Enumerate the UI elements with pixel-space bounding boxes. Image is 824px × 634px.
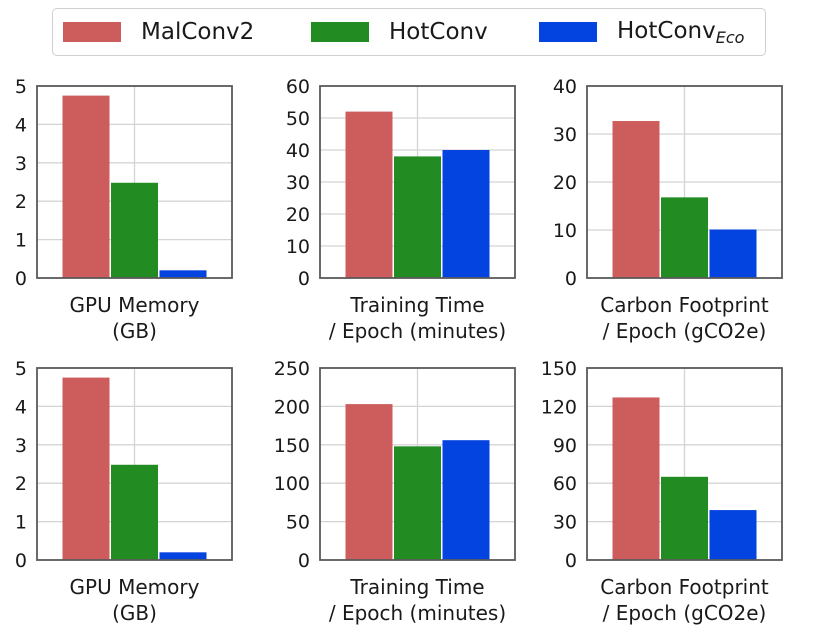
y-tick-label: 0 bbox=[15, 268, 27, 290]
y-tick-label: 3 bbox=[15, 153, 27, 175]
bar-hotconv bbox=[111, 182, 158, 278]
y-tick-label: 30 bbox=[286, 172, 310, 194]
x-axis-label: / Epoch (gCO2e) bbox=[603, 601, 767, 625]
y-tick-label: 1 bbox=[15, 512, 27, 534]
y-tick-label: 30 bbox=[553, 512, 577, 534]
y-tick-label: 0 bbox=[565, 268, 577, 290]
x-axis-label: Training Time bbox=[349, 293, 484, 317]
legend-label-hotconv-eco-sub: Eco bbox=[715, 27, 745, 47]
plot-frame bbox=[36, 85, 233, 279]
bar-malconv2 bbox=[62, 377, 110, 560]
legend-label-hotconv-eco: HotConvEco bbox=[617, 18, 744, 47]
y-tick-label: 60 bbox=[286, 76, 310, 98]
legend-swatch-malconv2 bbox=[63, 22, 121, 42]
y-tick-label: 250 bbox=[274, 358, 310, 380]
legend-label-hotconv: HotConv bbox=[389, 19, 488, 45]
bar-malconv2 bbox=[62, 95, 110, 278]
y-tick-label: 150 bbox=[541, 358, 577, 380]
y-tick-label: 50 bbox=[286, 108, 310, 130]
x-axis-label: (GB) bbox=[112, 319, 157, 343]
bar-hotconv bbox=[394, 156, 441, 278]
bar-malconv2 bbox=[345, 111, 393, 278]
x-axis-label: / Epoch (gCO2e) bbox=[603, 319, 767, 343]
plot-frame bbox=[319, 367, 516, 561]
chart-panel-2: 0 10 20 30 40 50 60 Training Time/ Epoch (minut… bbox=[286, 76, 516, 343]
legend-label-malconv2: MalConv2 bbox=[141, 19, 255, 45]
x-axis-label: Carbon Footprint bbox=[600, 293, 769, 317]
legend: MalConv2 HotConv HotConvEco bbox=[52, 8, 766, 56]
y-tick-label: 60 bbox=[553, 473, 577, 495]
y-tick-label: 3 bbox=[15, 435, 27, 457]
bar-hotconveco bbox=[159, 552, 207, 560]
y-tick-label: 40 bbox=[553, 76, 577, 98]
y-tick-label: 50 bbox=[286, 512, 310, 534]
plot-frame bbox=[586, 85, 783, 279]
y-tick-label: 4 bbox=[15, 114, 27, 136]
bar-hotconv bbox=[661, 197, 708, 278]
x-axis-label: Carbon Footprint bbox=[600, 575, 769, 599]
legend-item-malconv2: MalConv2 bbox=[63, 9, 254, 55]
y-tick-label: 10 bbox=[286, 236, 310, 258]
y-tick-label: 2 bbox=[15, 191, 27, 213]
plot-frame bbox=[36, 367, 233, 561]
legend-item-hotconv: HotConv bbox=[311, 9, 488, 55]
y-tick-label: 90 bbox=[553, 435, 577, 457]
y-tick-label: 10 bbox=[553, 220, 577, 242]
y-tick-label: 20 bbox=[286, 204, 310, 226]
chart-panel-4: 0 1 2 3 4 5 GPU Memory(GB) bbox=[15, 358, 233, 625]
chart-panel-3: 0 10 20 30 40 Carbon Footprint/ Epoch (gCO2e) bbox=[553, 76, 783, 343]
plot-frame bbox=[586, 367, 783, 561]
y-tick-label: 0 bbox=[298, 268, 310, 290]
y-tick-label: 0 bbox=[298, 550, 310, 572]
y-tick-label: 150 bbox=[274, 435, 310, 457]
y-tick-label: 100 bbox=[274, 473, 310, 495]
bar-hotconv bbox=[661, 476, 708, 560]
legend-swatch-hotconv bbox=[311, 22, 369, 42]
y-tick-label: 120 bbox=[541, 396, 577, 418]
x-axis-label: GPU Memory bbox=[70, 575, 200, 599]
chart-panel-1: 0 1 2 3 4 5 GPU Memory(GB) bbox=[15, 76, 233, 343]
y-tick-label: 20 bbox=[553, 172, 577, 194]
y-tick-label: 5 bbox=[15, 358, 27, 380]
bar-hotconv bbox=[394, 446, 441, 560]
y-tick-label: 0 bbox=[15, 550, 27, 572]
bar-malconv2 bbox=[612, 397, 660, 560]
bar-hotconv bbox=[111, 464, 158, 560]
bar-hotconveco bbox=[709, 510, 757, 560]
y-tick-label: 1 bbox=[15, 230, 27, 252]
x-axis-label: Training Time bbox=[349, 575, 484, 599]
bar-hotconveco bbox=[709, 229, 757, 278]
y-tick-label: 4 bbox=[15, 396, 27, 418]
bar-hotconveco bbox=[159, 270, 207, 278]
y-tick-label: 2 bbox=[15, 473, 27, 495]
x-axis-label: GPU Memory bbox=[70, 293, 200, 317]
chart-panel-5: 0 50 100 150 200 250 Training Time/ Epoch (min… bbox=[274, 358, 516, 625]
y-tick-label: 5 bbox=[15, 76, 27, 98]
bar-malconv2 bbox=[612, 121, 660, 278]
bar-hotconveco bbox=[442, 150, 490, 278]
legend-swatch-hotconv-eco bbox=[539, 22, 597, 42]
plot-frame bbox=[319, 85, 516, 279]
x-axis-label: (GB) bbox=[112, 601, 157, 625]
x-axis-label: / Epoch (minutes) bbox=[329, 601, 506, 625]
y-tick-label: 30 bbox=[553, 124, 577, 146]
legend-label-hotconv-eco-main: HotConv bbox=[617, 17, 716, 44]
bar-hotconveco bbox=[442, 440, 490, 560]
x-axis-label: / Epoch (minutes) bbox=[329, 319, 506, 343]
chart-panel-6: 0 30 60 90 120 150 Carbon Footprint/ Epoch (gC… bbox=[541, 358, 783, 625]
y-tick-label: 200 bbox=[274, 396, 310, 418]
bar-malconv2 bbox=[345, 404, 393, 560]
legend-item-hotconv-eco: HotConvEco bbox=[539, 9, 744, 55]
y-tick-label: 40 bbox=[286, 140, 310, 162]
y-tick-label: 0 bbox=[565, 550, 577, 572]
